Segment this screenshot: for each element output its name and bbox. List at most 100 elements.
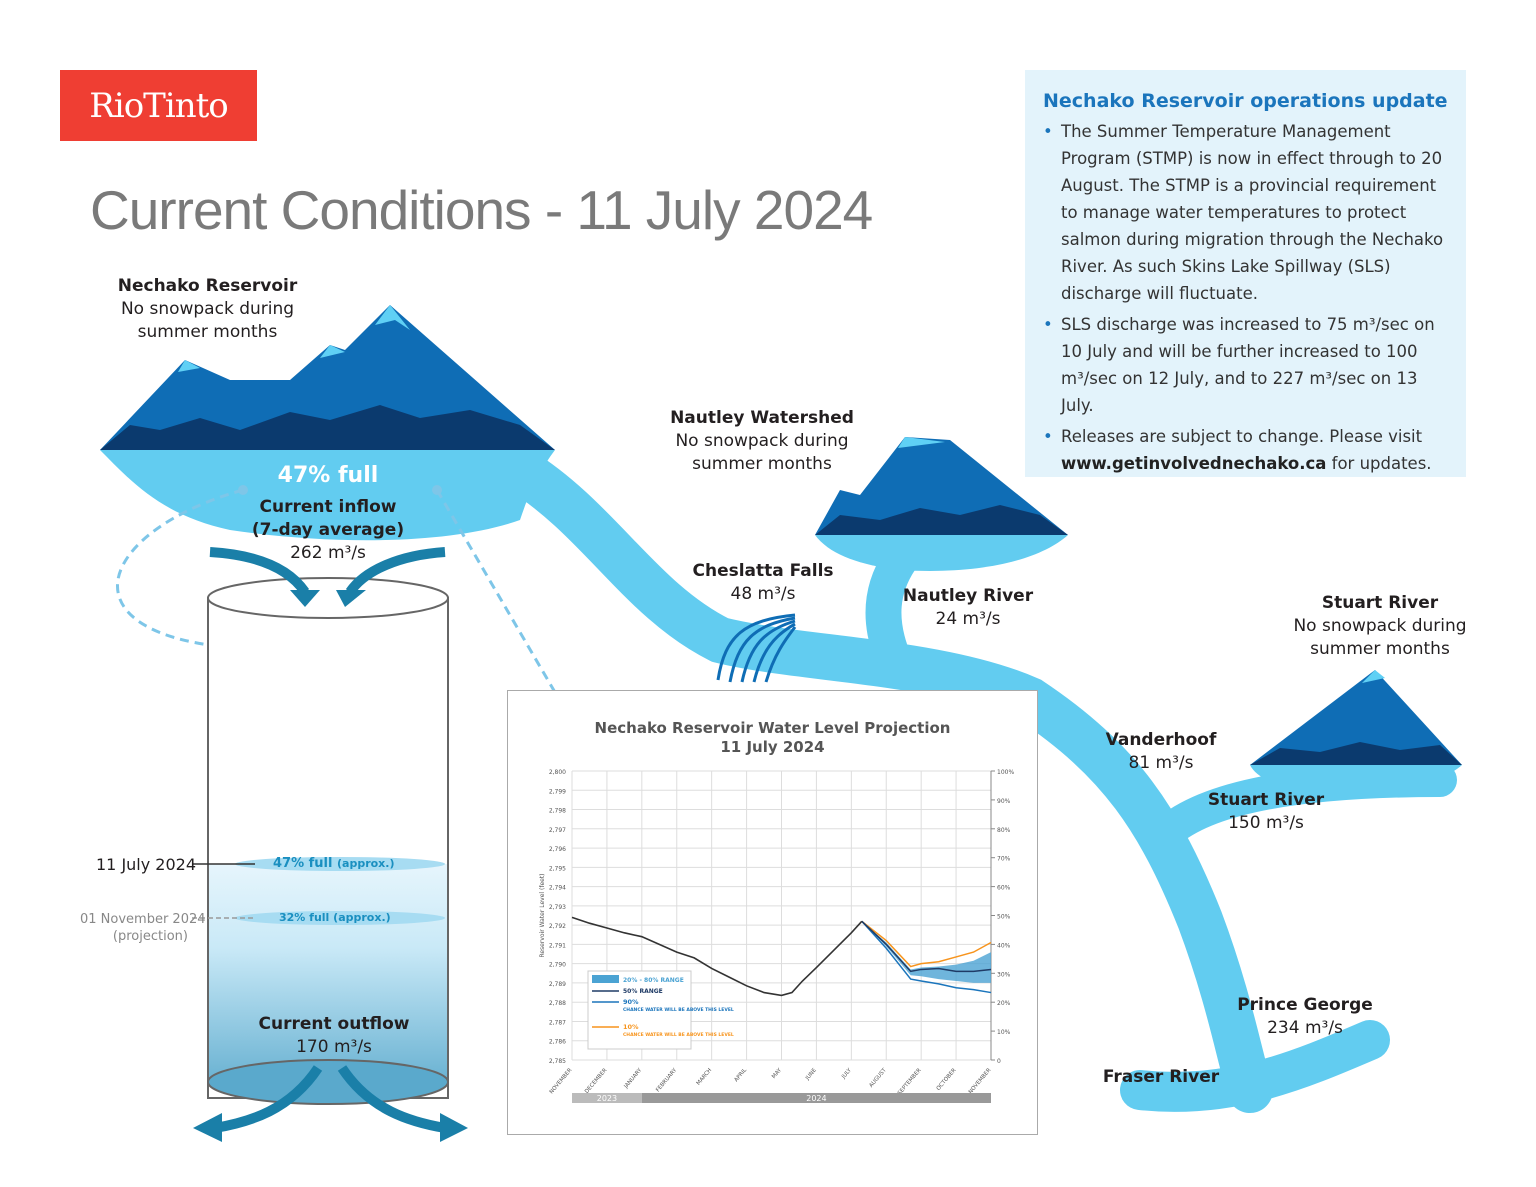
year-label: 2024 xyxy=(806,1094,826,1103)
nautley-river-name: Nautley River xyxy=(902,586,1034,606)
y2-tick-label: 70% xyxy=(997,856,1011,863)
x-tick-label: DECEMBER xyxy=(584,1067,609,1095)
nautley-mountain-icon xyxy=(815,437,1068,535)
x-tick-label: APRIL xyxy=(733,1067,748,1084)
nautley-lake xyxy=(815,535,1068,571)
legend-band-swatch xyxy=(592,975,619,983)
level-now-percent: 47% full xyxy=(273,856,333,871)
y-tick-label: 2,795 xyxy=(549,865,566,872)
level-proj-percent: 32% full xyxy=(279,911,330,924)
page-title: Current Conditions - 11 July 2024 xyxy=(90,179,873,241)
update-bullet: The Summer Temperature Management Progra… xyxy=(1043,118,1450,307)
line-observed xyxy=(571,916,863,997)
year-label: 2023 xyxy=(597,1094,617,1103)
stuart-note-2: summer months xyxy=(1310,639,1450,659)
inflow-title: Current inflow xyxy=(259,497,397,517)
chart-subtitle: 11 July 2024 xyxy=(720,738,825,756)
y-tick-label: 2,785 xyxy=(549,1058,566,1065)
stuart-note-1: No snowpack during xyxy=(1293,616,1467,636)
outflow-arrows-icon xyxy=(214,1065,446,1133)
y-tick-label: 2,793 xyxy=(549,904,566,911)
y2-tick-label: 30% xyxy=(997,971,1011,978)
x-tick-label: OCTOBER xyxy=(936,1067,958,1092)
inflow-value: 262 m³/s xyxy=(290,543,366,563)
vanderhoof-flow: 81 m³/s xyxy=(1128,753,1194,773)
x-tick-label: JULY xyxy=(840,1067,853,1081)
line-10-percent xyxy=(861,920,992,968)
legend-p10-label: 10% xyxy=(623,1023,639,1031)
x-tick-label: MARCH xyxy=(696,1067,713,1086)
stuart-name: Stuart River xyxy=(1321,593,1439,613)
update-bullet-text: Releases are subject to change. Please v… xyxy=(1061,427,1423,446)
getinvolved-link[interactable]: www.getinvolvednechako.ca xyxy=(1061,454,1327,473)
year-bar xyxy=(641,1093,991,1103)
legend-band-label: 20% - 80% RANGE xyxy=(623,977,684,984)
nautley-river-flow: 24 m³/s xyxy=(935,609,1001,629)
reservoir-cylinder xyxy=(192,577,449,1105)
band-20-80 xyxy=(861,921,991,983)
y-axis-label: Reservoir Water Level (feet) xyxy=(539,873,546,957)
y-tick-label: 2,799 xyxy=(549,788,566,795)
stuart-river-label: Stuart River 150 m³/s xyxy=(1166,789,1366,835)
year-bar xyxy=(572,1093,642,1103)
reservoir-label: Nechako Reservoir No snowpack during sum… xyxy=(110,275,305,344)
legend-p10-note: CHANCE WATER WILL BE ABOVE THIS LEVEL xyxy=(623,1032,734,1038)
x-tick-label: AUGUST xyxy=(868,1067,888,1089)
dashed-connector-left xyxy=(116,488,244,649)
legend-box xyxy=(587,970,692,1050)
prince-george-label: Prince George 234 m³/s xyxy=(1205,994,1405,1040)
update-bullet: Releases are subject to change. Please v… xyxy=(1043,423,1450,477)
x-tick-label: MAY xyxy=(771,1067,783,1080)
level-proj-value: 32% full (approx.) xyxy=(279,911,391,924)
nautley-river-label: Nautley River 24 m³/s xyxy=(868,585,1068,631)
cheslatta-flow: 48 m³/s xyxy=(730,584,796,604)
y-tick-label: 2,794 xyxy=(549,885,566,892)
y-tick-label: 2,790 xyxy=(549,962,566,969)
y2-tick-label: 10% xyxy=(997,1029,1011,1036)
reservoir-note-1: No snowpack during xyxy=(120,299,295,319)
prince-george-name: Prince George xyxy=(1237,995,1373,1015)
x-tick-label: NOVEMBER xyxy=(968,1067,993,1095)
nautley-note-1: No snowpack during xyxy=(675,431,849,451)
inflow-arrows-icon xyxy=(209,547,446,596)
legend-median-label: 50% RANGE xyxy=(623,988,663,995)
cheslatta-name: Cheslatta Falls xyxy=(692,561,834,581)
y-tick-label: 2,789 xyxy=(549,981,566,988)
stuart-mountain-icon xyxy=(1250,670,1462,765)
fraser-river-label: Fraser River xyxy=(1061,1066,1261,1089)
outflow-value: 170 m³/s xyxy=(296,1037,372,1057)
chart-svg: 2,785 2,786 2,787 2,788 2,789 2,790 2,791 2,792… xyxy=(539,769,1014,1103)
x-tick-label: JUNE xyxy=(804,1067,818,1082)
legend-p90-note: CHANCE WATER WILL BE ABOVE THIS LEVEL xyxy=(623,1007,734,1013)
nautley-name: Nautley Watershed xyxy=(670,408,854,428)
y-tick-label: 2,787 xyxy=(549,1019,566,1026)
vanderhoof-name: Vanderhoof xyxy=(1105,730,1217,750)
fraser-name: Fraser River xyxy=(1102,1067,1220,1087)
y-tick-label: 2,800 xyxy=(549,769,566,776)
operations-update-panel: Nechako Reservoir operations update The … xyxy=(1025,70,1466,477)
level-proj-date: 01 November 2024 xyxy=(80,912,206,927)
level-now-date: 11 July 2024 xyxy=(96,855,197,874)
stuart-river-name: Stuart River xyxy=(1207,790,1325,810)
operations-update-title: Nechako Reservoir operations update xyxy=(1043,90,1448,112)
y2-tick-label: 90% xyxy=(997,798,1011,805)
y2-tick-label: 80% xyxy=(997,827,1011,834)
y-tick-label: 2,792 xyxy=(549,923,566,930)
y-tick-label: 2,788 xyxy=(549,1000,566,1007)
y2-tick-label: 40% xyxy=(997,942,1011,949)
y-tick-label: 2,786 xyxy=(549,1039,566,1046)
reservoir-note-2: summer months xyxy=(137,322,278,342)
y-tick-label: 2,791 xyxy=(549,942,566,949)
y-tick-label: 2,798 xyxy=(549,808,566,815)
update-bullet: SLS discharge was increased to 75 m³/sec… xyxy=(1043,311,1450,419)
level-proj-approx: (approx.) xyxy=(333,911,391,924)
level-proj-label: 01 November 2024 (projection) xyxy=(80,911,206,945)
inflow-label: Current inflow (7-day average) 262 m³/s xyxy=(228,496,428,565)
y2-tick-label: 100% xyxy=(997,769,1014,776)
x-tick-label: NOVEMBER xyxy=(549,1067,574,1095)
level-now-approx: (approx.) xyxy=(337,857,395,870)
chart-title: Nechako Reservoir Water Level Projection xyxy=(594,719,951,737)
rio-tinto-logo: RioTinto xyxy=(60,70,257,141)
outflow-title: Current outflow xyxy=(258,1014,410,1034)
